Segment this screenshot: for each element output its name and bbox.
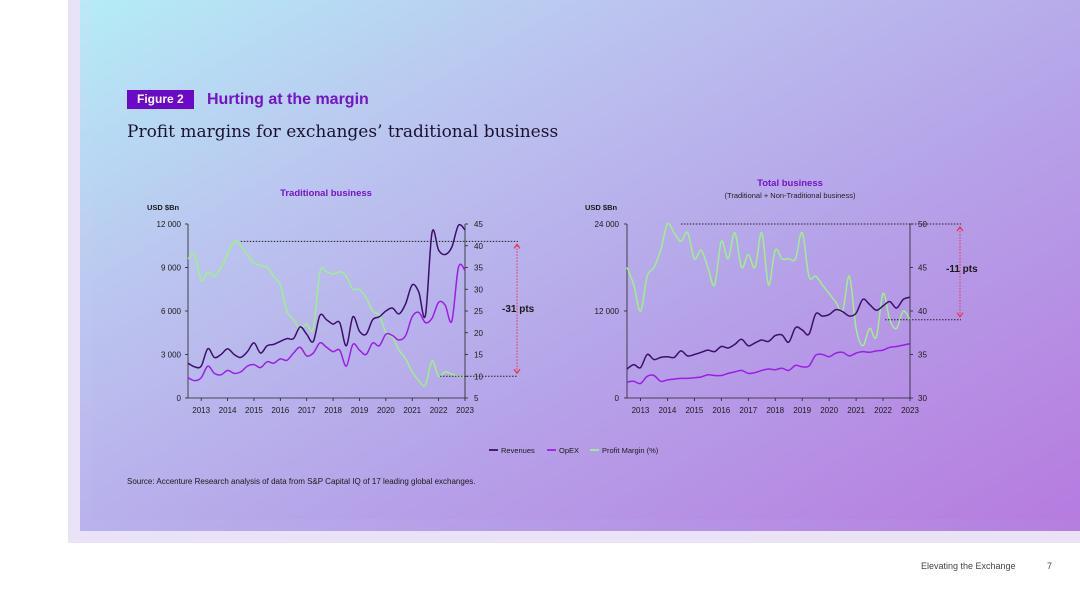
traditional-x-tick-label: 2015 — [245, 406, 263, 415]
figure-label-badge: Figure 2 — [127, 90, 194, 109]
footer-page-number: 7 — [1047, 561, 1053, 571]
total-x-tick-label: 2015 — [685, 406, 703, 415]
total-chart-title: Total business — [757, 178, 823, 189]
total-right-tick-label: 50 — [918, 220, 927, 229]
total-x-tick-label: 2023 — [901, 406, 919, 415]
total-right-tick-label: 40 — [918, 307, 927, 316]
traditional-revenues-line — [187, 223, 466, 369]
legend-label-profit-margin: Profit Margin (%) — [602, 446, 659, 455]
total-right-tick-label: 30 — [918, 394, 927, 403]
total-x-tick-label: 2022 — [874, 406, 892, 415]
footer-document-title: Elevating the Exchange — [921, 561, 1016, 571]
traditional-x-tick-label: 2019 — [351, 406, 369, 415]
traditional-left-tick-label: 0 — [177, 394, 182, 403]
traditional-right-tick-label: 35 — [474, 264, 483, 273]
traditional-right-tick-label: 40 — [474, 242, 483, 251]
traditional-x-tick-label: 2016 — [271, 406, 289, 415]
traditional-profit-margin-line — [187, 240, 466, 387]
total-right-tick-label: 45 — [918, 264, 927, 273]
figure-card — [92, 0, 1080, 519]
total-x-tick-label: 2020 — [820, 406, 838, 415]
total-annotation-arrow-head-up — [956, 226, 964, 232]
traditional-right-tick-label: 25 — [474, 307, 483, 316]
traditional-right-tick-label: 5 — [474, 394, 479, 403]
traditional-left-tick-label: 3 000 — [161, 351, 182, 360]
traditional-chart-title: Traditional business — [280, 188, 372, 199]
total-chart-subtitle: (Traditional + Non-Traditional business) — [725, 191, 856, 200]
total-left-tick-label: 12 000 — [595, 307, 620, 316]
source-note: Source: Accenture Research analysis of d… — [127, 477, 476, 486]
total-x-tick-label: 2018 — [766, 406, 784, 415]
traditional-opex-line — [187, 263, 466, 382]
figure-subtitle: Profit margins for exchanges’ traditiona… — [127, 122, 559, 142]
total-left-axis-label: USD $Bn — [585, 203, 618, 212]
traditional-left-axis-label: USD $Bn — [147, 203, 180, 212]
total-profit-margin-line — [626, 222, 911, 347]
traditional-annotation-arrow-head-up — [513, 243, 521, 249]
traditional-x-tick-label: 2022 — [430, 406, 448, 415]
total-x-tick-label: 2016 — [712, 406, 730, 415]
traditional-x-tick-label: 2023 — [456, 406, 474, 415]
traditional-x-tick-label: 2021 — [403, 406, 421, 415]
total-x-tick-label: 2017 — [739, 406, 757, 415]
traditional-x-tick-label: 2017 — [298, 406, 316, 415]
total-x-tick-label: 2021 — [847, 406, 865, 415]
legend-label-revenues: Revenues — [501, 446, 535, 455]
traditional-right-tick-label: 15 — [474, 351, 483, 360]
traditional-x-tick-label: 2013 — [192, 406, 210, 415]
traditional-annotation-label: -31 pts — [502, 304, 535, 315]
traditional-annotation-arrow-head-down — [513, 368, 521, 375]
traditional-x-tick-label: 2014 — [219, 406, 237, 415]
traditional-right-tick-label: 30 — [474, 285, 483, 294]
total-annotation-label: -11 pts — [946, 264, 978, 275]
total-opex-line — [626, 342, 911, 385]
total-x-tick-label: 2019 — [793, 406, 811, 415]
figure-title: Hurting at the margin — [207, 91, 369, 108]
legend-label-opex: OpEX — [559, 446, 579, 455]
total-x-tick-label: 2013 — [632, 406, 650, 415]
traditional-x-tick-label: 2020 — [377, 406, 395, 415]
traditional-left-tick-label: 12 000 — [157, 220, 182, 229]
traditional-right-tick-label: 20 — [474, 329, 483, 338]
total-left-tick-label: 24 000 — [595, 220, 620, 229]
traditional-left-tick-label: 9 000 — [161, 264, 182, 273]
traditional-x-tick-label: 2018 — [324, 406, 342, 415]
total-annotation-arrow-head-down — [956, 312, 964, 318]
total-x-tick-label: 2014 — [659, 406, 677, 415]
total-right-tick-label: 35 — [918, 351, 927, 360]
total-left-tick-label: 0 — [615, 394, 620, 403]
traditional-right-tick-label: 45 — [474, 220, 483, 229]
traditional-left-tick-label: 6 000 — [161, 307, 182, 316]
total-revenues-line — [626, 296, 911, 370]
traditional-right-tick-label: 10 — [474, 372, 483, 381]
